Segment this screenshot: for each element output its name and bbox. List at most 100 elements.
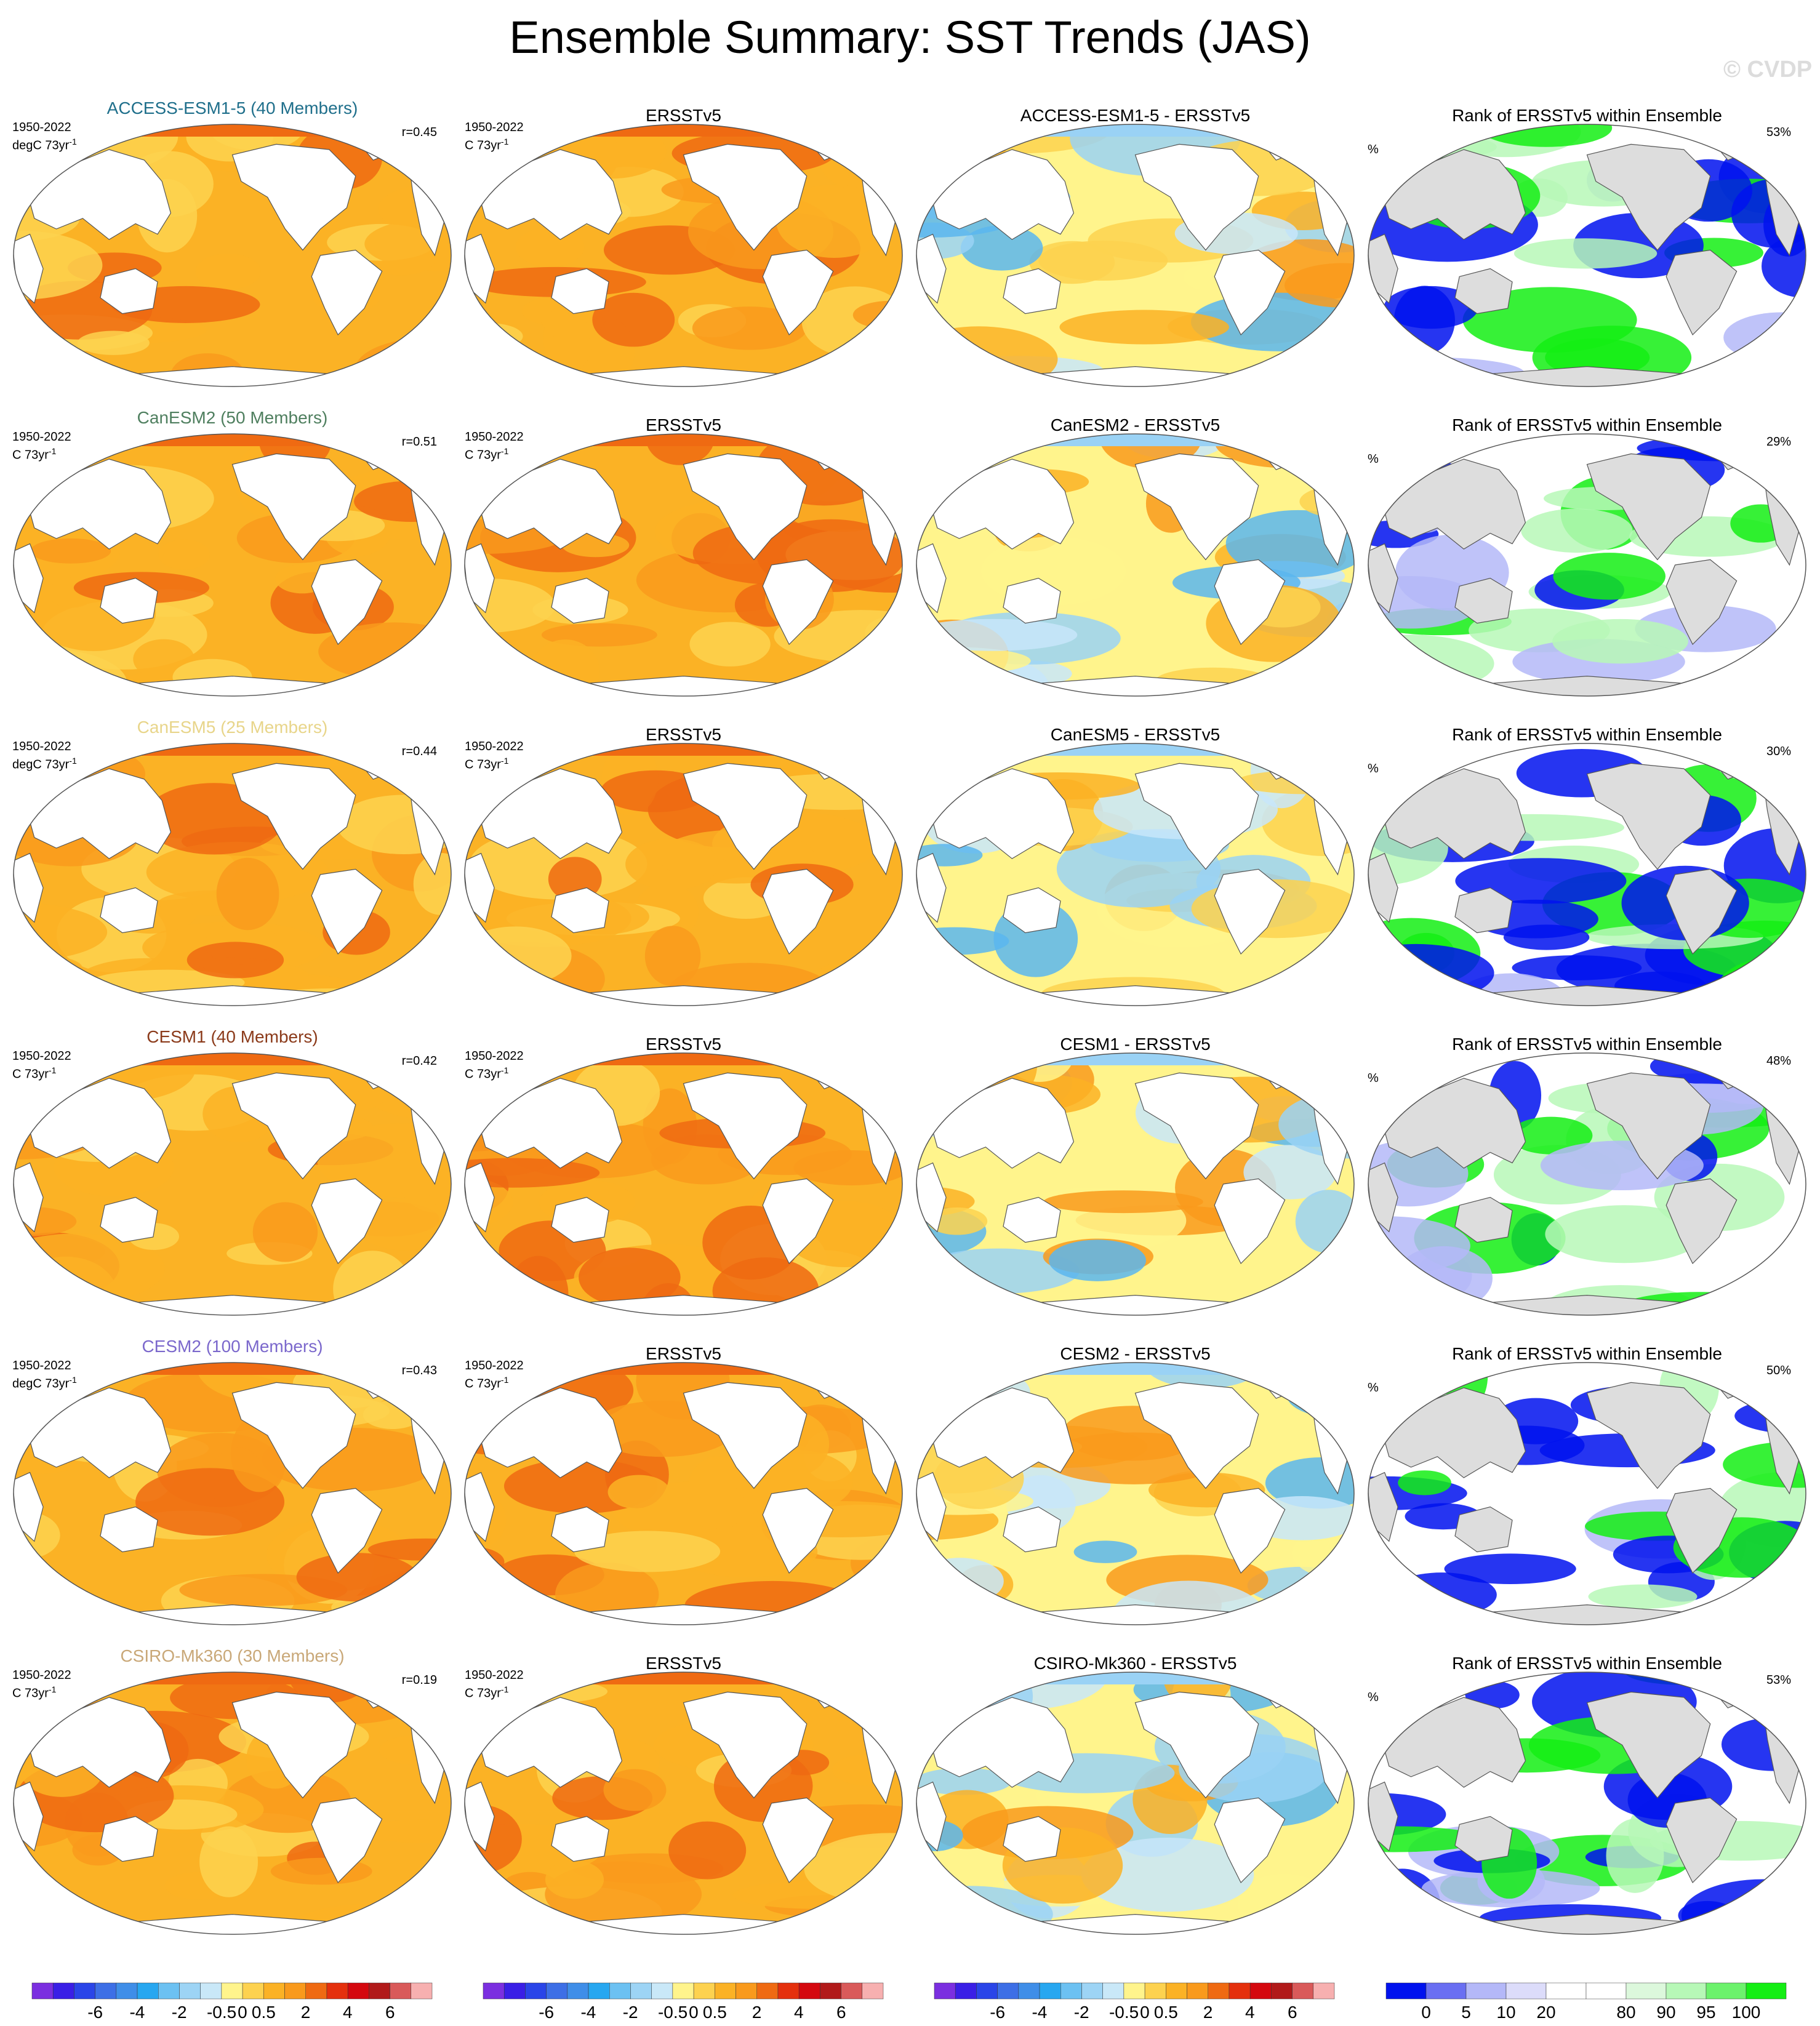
rank-colorbar (1385, 1982, 1787, 2000)
model-period-row3: 1950-2022 (12, 740, 71, 753)
trend-colorbar-2-swatch-8 (651, 1982, 673, 2000)
rank-colorbar-label-0: 0 (1421, 2003, 1431, 2022)
trend-colorbar-2-swatch-10 (693, 1982, 715, 2000)
trend-colorbar-2-swatch-9 (672, 1982, 694, 2000)
rank-colorbar-label-3: 20 (1536, 2003, 1556, 2022)
obs-map-row3 (464, 743, 903, 1006)
trend-colorbar-3-swatch-13 (1208, 1982, 1230, 2000)
obs-map-row5 (464, 1362, 903, 1625)
obs-map-row1 (464, 124, 903, 387)
rank-pct-row1: 53% (1766, 126, 1791, 139)
model-map-row6 (13, 1672, 452, 1935)
trend-colorbar-2-swatch-6 (609, 1982, 631, 2000)
model-period-row1: 1950-2022 (12, 121, 71, 134)
model-title-row4: CESM1 (40 Members) (146, 1027, 318, 1046)
rank-colorbar-label-4: 80 (1616, 2003, 1636, 2022)
trend-colorbar-3-swatch-1 (955, 1982, 977, 2000)
rank-pct-row5: 50% (1766, 1364, 1791, 1377)
watermark: © CVDP (1723, 57, 1813, 82)
rank-map-row3 (1368, 743, 1806, 1006)
main-title: Ensemble Summary: SST Trends (JAS) (509, 12, 1311, 63)
trend-colorbar-1-swatch-3 (95, 1982, 117, 2000)
trend-colorbar-1-swatch-16 (369, 1982, 390, 2000)
trend-colorbar-1-swatch-10 (242, 1982, 264, 2000)
obs-units-sup-row3: -1 (500, 756, 509, 766)
obs-units-row1: C 73yr-1 (465, 135, 508, 153)
model-units-sup-row2: -1 (48, 446, 57, 456)
trend-colorbar-2-swatch-1 (503, 1982, 526, 2000)
rank-colorbar-label-2: 10 (1496, 2003, 1516, 2022)
trend-colorbar-3-swatch-7 (1081, 1982, 1103, 2000)
trend-colorbar-3-swatch-12 (1187, 1982, 1208, 2000)
model-title-row2: CanESM2 (50 Members) (137, 408, 328, 427)
rank-unit-row3: % (1368, 762, 1379, 775)
diff-map-row5 (916, 1362, 1355, 1625)
trend-colorbar-2-swatch-12 (736, 1982, 757, 2000)
obs-units-row6: C 73yr-1 (465, 1683, 508, 1701)
rank-colorbar-label-1: 5 (1461, 2003, 1471, 2022)
trend-colorbar-1-swatch-6 (158, 1982, 180, 2000)
obs-title-row1: ERSSTv5 (646, 106, 721, 125)
trend-colorbar-2-label-3: -0.5 (657, 2003, 688, 2022)
rank-map-row2 (1368, 433, 1806, 697)
trend-colorbar-1-label-1: -4 (129, 2003, 145, 2022)
model-units-text-row1: degC 73yr (12, 138, 70, 153)
obs-period-row5: 1950-2022 (465, 1359, 524, 1372)
rank-unit-row1: % (1368, 143, 1379, 156)
trend-colorbar-2-swatch-14 (777, 1982, 800, 2000)
rank-colorbar-swatch-4 (1545, 1982, 1587, 2000)
trend-colorbar-2-swatch-17 (841, 1982, 863, 2000)
obs-title-row3: ERSSTv5 (646, 725, 721, 744)
trend-colorbar-3-label-3: -0.5 (1108, 2003, 1139, 2022)
trend-colorbar-1-swatch-8 (200, 1982, 222, 2000)
obs-title-row4: ERSSTv5 (646, 1035, 721, 1054)
model-units-text-row5: degC 73yr (12, 1377, 70, 1391)
model-title-row1: ACCESS-ESM1-5 (40 Members) (106, 98, 358, 118)
trend-colorbar-1-swatch-15 (347, 1982, 369, 2000)
trend-colorbar-2-label-0: -6 (539, 2003, 555, 2022)
model-units-row2: C 73yr-1 (12, 444, 56, 463)
trend-colorbar-3-label-5: 0.5 (1153, 2003, 1178, 2022)
model-corr-row5: r=0.43 (401, 1364, 437, 1377)
trend-colorbar-1-swatch-5 (137, 1982, 159, 2000)
rank-colorbar-swatch-0 (1385, 1982, 1427, 2000)
trend-colorbar-2-swatch-5 (588, 1982, 610, 2000)
rank-title-row4: Rank of ERSSTv5 within Ensemble (1452, 1035, 1722, 1054)
obs-units-text-row2: C 73yr (465, 448, 501, 462)
rank-colorbar-label-6: 95 (1696, 2003, 1716, 2022)
diff-title-row5: CESM2 - ERSSTv5 (1060, 1344, 1211, 1363)
trend-colorbar-3-label-1: -4 (1032, 2003, 1048, 2022)
model-map-row4 (13, 1052, 452, 1316)
trend-colorbar-1-label-7: 4 (343, 2003, 353, 2022)
obs-period-row6: 1950-2022 (465, 1668, 524, 1682)
trend-colorbar-2-label-4: 0 (689, 2003, 699, 2022)
trend-colorbar-3-label-4: 0 (1140, 2003, 1150, 2022)
rank-unit-row6: % (1368, 1691, 1379, 1704)
obs-map-row4 (464, 1052, 903, 1316)
trend-colorbar-2-swatch-18 (862, 1982, 884, 2000)
diff-title-row1: ACCESS-ESM1-5 - ERSSTv5 (1020, 106, 1251, 125)
rank-title-row3: Rank of ERSSTv5 within Ensemble (1452, 725, 1722, 744)
model-title-row3: CanESM5 (25 Members) (137, 718, 328, 737)
rank-colorbar-swatch-8 (1706, 1982, 1747, 2000)
trend-colorbar-2-label-2: -2 (622, 2003, 638, 2022)
trend-colorbar-2-swatch-3 (546, 1982, 568, 2000)
model-units-row6: C 73yr-1 (12, 1683, 56, 1701)
rank-unit-row4: % (1368, 1071, 1379, 1085)
model-units-text-row6: C 73yr (12, 1686, 49, 1700)
model-map-row2 (13, 433, 452, 697)
trend-colorbar-2-swatch-2 (525, 1982, 547, 2000)
diff-title-row3: CanESM5 - ERSSTv5 (1050, 725, 1221, 744)
obs-period-row2: 1950-2022 (465, 430, 524, 444)
rank-colorbar-swatch-6 (1626, 1982, 1667, 2000)
model-map-row3 (13, 743, 452, 1006)
trend-colorbar-1-label-0: -6 (87, 2003, 103, 2022)
model-units-text-row4: C 73yr (12, 1067, 49, 1081)
rank-unit-row5: % (1368, 1381, 1379, 1395)
trend-colorbar-1-swatch-4 (116, 1982, 138, 2000)
rank-map-row6 (1368, 1672, 1806, 1935)
model-period-row4: 1950-2022 (12, 1049, 71, 1063)
model-corr-row3: r=0.44 (401, 745, 437, 758)
trend-colorbar-3-swatch-10 (1144, 1982, 1166, 2000)
trend-colorbar-1 (31, 1982, 433, 2000)
